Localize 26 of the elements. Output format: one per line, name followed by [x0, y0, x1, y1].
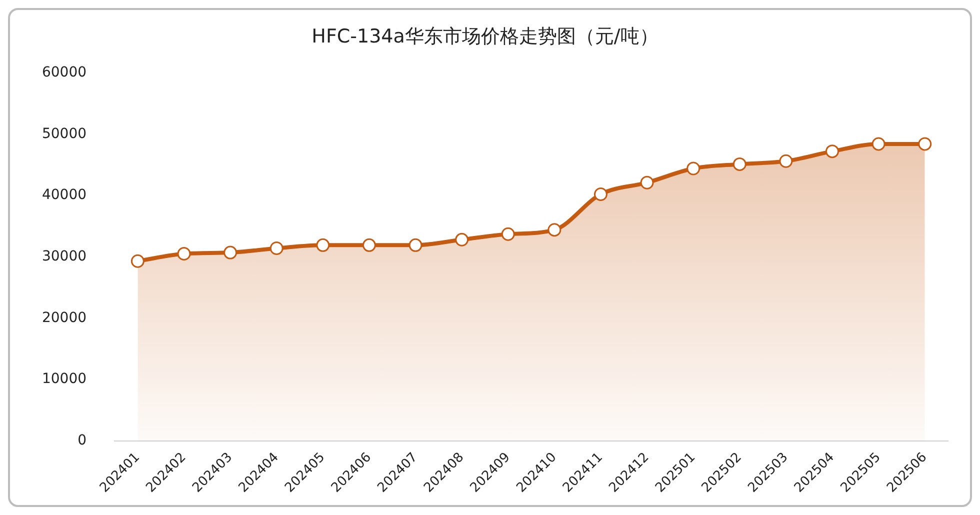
- point: [548, 223, 562, 237]
- point: [408, 238, 422, 252]
- point: [270, 242, 284, 255]
- point: [640, 176, 654, 190]
- point: [732, 157, 746, 171]
- point: [224, 246, 238, 260]
- point: [779, 154, 793, 168]
- point: [177, 247, 191, 261]
- point: [362, 238, 376, 252]
- point: [825, 144, 839, 158]
- y-tick-label: 40000: [42, 187, 87, 204]
- point: [686, 162, 700, 176]
- point: [918, 137, 932, 151]
- point: [872, 137, 886, 151]
- point: [455, 232, 469, 246]
- y-tick-label: 0: [78, 432, 87, 449]
- y-tick-label: 20000: [42, 310, 87, 326]
- point: [316, 238, 330, 252]
- y-tick-label: 10000: [42, 371, 87, 388]
- point: [130, 254, 144, 268]
- y-tick-label: 60000: [42, 64, 87, 80]
- y-tick-label: 50000: [42, 126, 87, 142]
- point: [501, 227, 515, 241]
- chart-title: HFC-134a华东市场价格走势图（元/吨）: [312, 25, 658, 48]
- point: [594, 188, 608, 202]
- y-tick-label: 30000: [42, 248, 87, 264]
